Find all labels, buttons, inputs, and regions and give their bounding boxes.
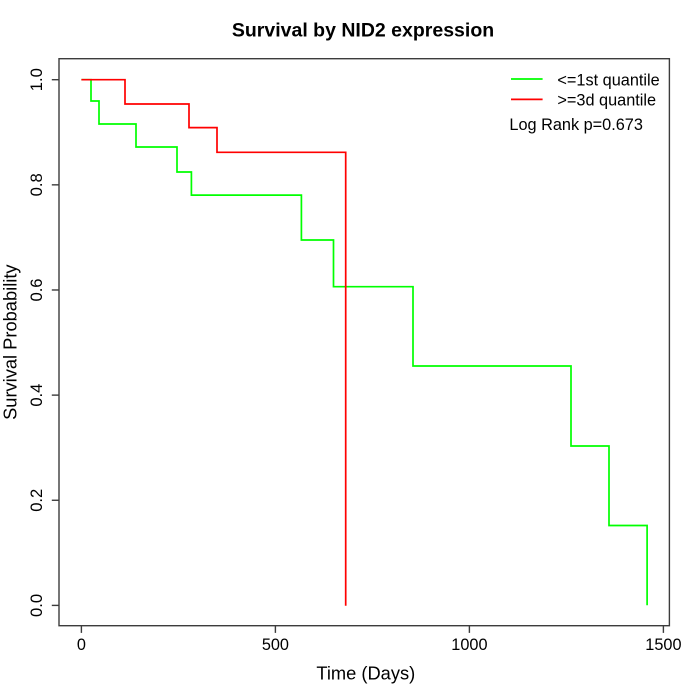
svg-text:Time (Days): Time (Days) [316, 663, 415, 684]
svg-text:<=1st quantile: <=1st quantile [557, 72, 659, 90]
svg-text:0.8: 0.8 [27, 173, 46, 196]
svg-text:1000: 1000 [451, 636, 487, 654]
svg-text:1.0: 1.0 [27, 68, 46, 91]
svg-text:0.2: 0.2 [27, 489, 46, 512]
svg-text:0.6: 0.6 [27, 278, 46, 301]
svg-text:>=3d quantile: >=3d quantile [557, 92, 656, 110]
svg-text:1500: 1500 [645, 636, 681, 654]
svg-text:Log Rank p=0.673: Log Rank p=0.673 [509, 116, 643, 134]
svg-text:500: 500 [262, 636, 289, 654]
svg-text:Survival Probability: Survival Probability [0, 264, 21, 420]
svg-text:Survival by NID2 expression: Survival by NID2 expression [232, 20, 494, 42]
svg-text:0: 0 [77, 636, 86, 654]
svg-text:0.4: 0.4 [27, 384, 46, 407]
svg-text:0.0: 0.0 [27, 594, 46, 617]
